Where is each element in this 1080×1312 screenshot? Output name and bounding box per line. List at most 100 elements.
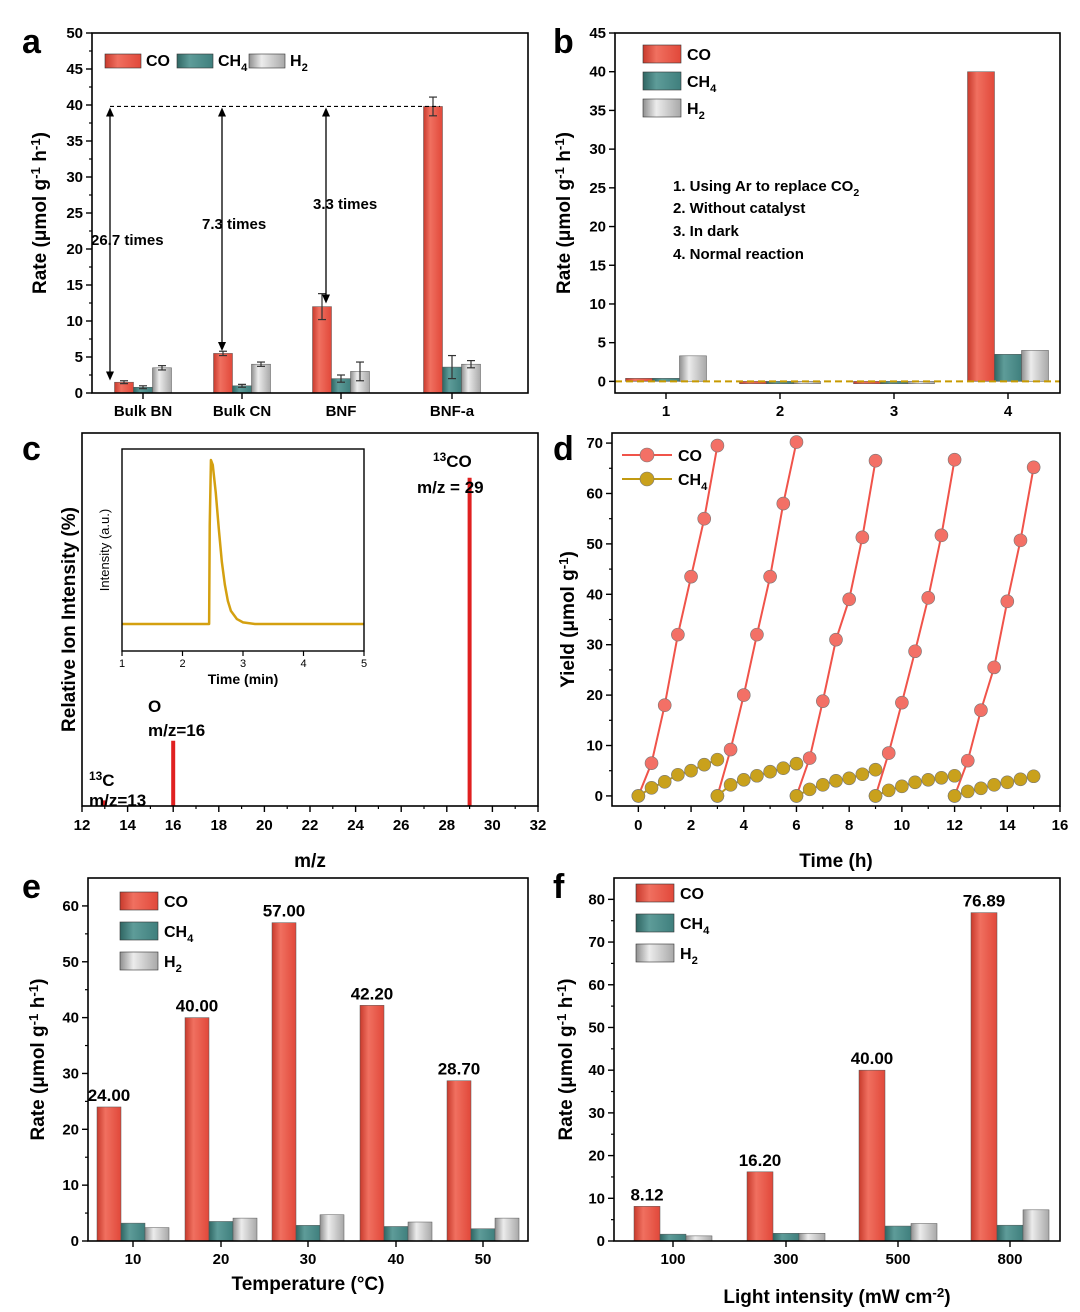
point-ch4 bbox=[947, 789, 962, 803]
point-ch4 bbox=[868, 789, 883, 803]
series-line-co bbox=[953, 467, 1035, 797]
point-co bbox=[644, 756, 659, 770]
y-tick-label: 40 bbox=[589, 64, 606, 81]
legend-label-co: CO bbox=[680, 886, 704, 903]
inset: 1 2 3 4 5 Time (min) Intensity (a.u.) bbox=[97, 448, 367, 687]
point-co bbox=[1026, 460, 1041, 475]
bar-h2 bbox=[461, 363, 481, 394]
panel-label-a: a bbox=[22, 23, 42, 61]
point-ch4 bbox=[1013, 772, 1028, 787]
point-co bbox=[947, 452, 962, 467]
x-axis-label: Temperature (°C) bbox=[232, 1274, 385, 1295]
y-tick-label: 5 bbox=[598, 335, 606, 352]
x-tick-label: 20 bbox=[256, 817, 273, 834]
inset-x-tick-label: 3 bbox=[240, 658, 246, 670]
panel-a: a Rate (μmol g-1 h-1) 26.7 times 7.3 times 3… bbox=[22, 23, 529, 420]
data-label: 40.00 bbox=[851, 1049, 894, 1068]
data-label: 8.12 bbox=[630, 1185, 663, 1204]
point-co bbox=[855, 530, 870, 545]
x-tick-label: 30 bbox=[484, 817, 501, 834]
plot-frame bbox=[91, 32, 529, 394]
y-tick-label: 20 bbox=[66, 241, 83, 258]
y-tick-label: 50 bbox=[586, 536, 603, 553]
legend-swatch-ch4 bbox=[119, 921, 159, 941]
point-ch4 bbox=[789, 756, 804, 771]
point-co bbox=[842, 592, 856, 607]
legend-label-h2: H2 bbox=[680, 946, 698, 967]
y-axis-label: Rate (μmol g-1 h-1) bbox=[28, 132, 51, 294]
peak-mz: m/z=13 bbox=[89, 791, 146, 810]
point-co bbox=[671, 627, 685, 642]
y-tick-label: 20 bbox=[589, 219, 606, 236]
panel-label-e: e bbox=[22, 868, 41, 906]
x-tick-label: 0 bbox=[634, 817, 642, 834]
data-label: 40.00 bbox=[176, 997, 219, 1016]
x-tick-label: 30 bbox=[300, 1251, 317, 1268]
y-tick-label: 0 bbox=[75, 385, 83, 402]
y-tick-label: 30 bbox=[62, 1065, 79, 1082]
x-tick-label: 12 bbox=[946, 817, 963, 834]
y-tick-label: 20 bbox=[586, 687, 603, 704]
note-line: 1. Using Ar to replace CO2 bbox=[673, 178, 859, 199]
x-tick-label: 12 bbox=[74, 817, 91, 834]
point-co bbox=[816, 694, 830, 708]
bar-co bbox=[96, 1106, 122, 1242]
x-tick-label: 10 bbox=[894, 817, 911, 834]
x-tick-label: 2 bbox=[687, 817, 695, 834]
point-co bbox=[987, 660, 1001, 675]
bar-co bbox=[213, 353, 233, 394]
x-tick-label: 22 bbox=[302, 817, 319, 834]
y-tick-label: 50 bbox=[66, 25, 83, 42]
bar-ch4 bbox=[208, 1221, 234, 1242]
x-tick-label: 500 bbox=[885, 1251, 910, 1268]
x-tick-label: 20 bbox=[213, 1251, 230, 1268]
data-label: 28.70 bbox=[438, 1060, 481, 1079]
peak-label: 13C bbox=[89, 769, 115, 790]
y-tick-label: 80 bbox=[588, 891, 605, 908]
legend-label-co: CO bbox=[146, 53, 170, 70]
legend-marker-ch4 bbox=[639, 471, 655, 487]
x-tick-label: 10 bbox=[125, 1251, 142, 1268]
y-tick-label: 25 bbox=[66, 205, 83, 222]
y-tick-label: 50 bbox=[588, 1019, 605, 1036]
legend-label-co: CO bbox=[164, 894, 188, 911]
point-co bbox=[960, 753, 975, 768]
point-co bbox=[802, 751, 817, 765]
bar-ch4 bbox=[996, 1224, 1024, 1242]
bar-h2 bbox=[251, 363, 271, 394]
y-tick-label: 20 bbox=[588, 1148, 605, 1165]
bar-ch4 bbox=[120, 1222, 146, 1242]
x-tick-label: Bulk CN bbox=[213, 403, 271, 420]
panel-e: e Rate (μmol g-1 h-1) 24.00 40.00 57.00 42.20… bbox=[22, 868, 529, 1295]
legend-label-ch4: CH4 bbox=[680, 916, 710, 937]
point-ch4 bbox=[816, 778, 830, 792]
x-tick-label: 16 bbox=[1052, 817, 1069, 834]
bar-ch4 bbox=[295, 1225, 321, 1242]
plot-frame bbox=[613, 877, 1061, 1242]
arrow-head-up bbox=[322, 107, 330, 117]
bar-h2 bbox=[679, 355, 707, 382]
data-label: 76.89 bbox=[963, 892, 1006, 911]
point-co bbox=[723, 742, 738, 757]
y-tick-label: 0 bbox=[71, 1233, 79, 1250]
bar-co bbox=[970, 912, 998, 1242]
y-tick-label: 40 bbox=[66, 97, 83, 114]
x-tick-label: 2 bbox=[776, 403, 784, 420]
inset-x-tick-label: 1 bbox=[119, 658, 125, 670]
x-tick-label: 300 bbox=[773, 1251, 798, 1268]
y-tick-label: 0 bbox=[598, 373, 606, 390]
inset-x-tick-label: 4 bbox=[300, 658, 306, 670]
point-ch4 bbox=[1000, 775, 1015, 790]
note-line: 2. Without catalyst bbox=[673, 200, 805, 217]
panel-f: f Rate (μmol g-1 h-1) 8.12 16.20 40.00 76.89 C… bbox=[553, 868, 1061, 1308]
y-tick-label: 20 bbox=[62, 1121, 79, 1138]
point-ch4 bbox=[789, 789, 804, 803]
inset-x-label: Time (min) bbox=[208, 671, 279, 687]
legend-label-co: CO bbox=[687, 47, 711, 64]
data-label: 24.00 bbox=[88, 1086, 131, 1105]
point-ch4 bbox=[855, 767, 870, 782]
legend-label-h2: H2 bbox=[687, 101, 705, 122]
